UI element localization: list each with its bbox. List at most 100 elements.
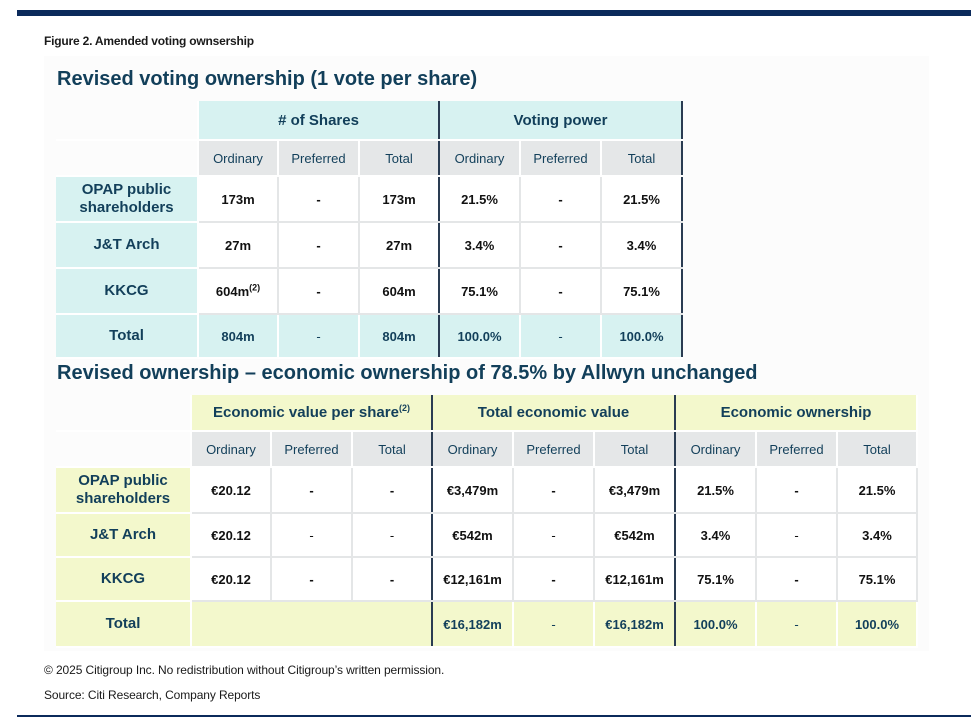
header-spacer [56, 101, 199, 141]
subheader-total: Total [601, 140, 683, 177]
economic-table-title: Revised ownership – economic ownership o… [57, 362, 758, 384]
table-cell: - [352, 557, 433, 602]
bottom-rule [17, 715, 971, 717]
table-cell: - [520, 268, 602, 315]
table-cell: 173m [198, 176, 279, 223]
total-row: Total 804m - 804m 100.0% - 100.0% [56, 314, 683, 359]
header-spacer [56, 395, 192, 432]
subheader-total: Total [359, 140, 440, 177]
table-cell: - [520, 222, 602, 269]
subheader-ordinary: Ordinary [198, 140, 279, 177]
table-cell: - [756, 557, 838, 602]
table-cell: 21.5% [675, 467, 757, 514]
table-cell: - [513, 557, 595, 602]
group-header-economic-ownership: Economic ownership [675, 395, 918, 432]
total-row: Total €16,182m - €16,182m 100.0% - 100.0… [56, 601, 918, 648]
total-cell: 804m [359, 314, 440, 359]
source-note: Source: Citi Research, Company Reports [44, 688, 261, 702]
row-label-total: Total [56, 314, 199, 359]
subheader-ordinary: Ordinary [432, 431, 514, 468]
table-cell: - [271, 513, 353, 558]
table-row: KKCG 604m(2) - 604m 75.1% - 75.1% [56, 268, 683, 315]
cell-value: 604m [215, 283, 250, 299]
subheader-preferred: Preferred [278, 140, 360, 177]
group-header-shares: # of Shares [198, 101, 440, 141]
total-cell: 804m [198, 314, 279, 359]
table-cell: €20.12 [191, 513, 272, 558]
table-cell: 75.1% [675, 557, 757, 602]
table-cell: 604m(2) [198, 268, 279, 315]
voting-table-title: Revised voting ownership (1 vote per sha… [57, 68, 478, 90]
total-cell: - [756, 601, 838, 648]
figure-caption: Figure 2. Amended voting ownsership [44, 34, 254, 48]
group-header-label: Economic value per share [213, 404, 399, 421]
table-cell: €542m [432, 513, 514, 558]
header-spacer [56, 431, 192, 468]
row-label-total: Total [56, 601, 192, 648]
total-cell: 100.0% [601, 314, 683, 359]
table-cell: €20.12 [191, 557, 272, 602]
group-header-voting-power: Voting power [439, 101, 683, 141]
subheader-preferred: Preferred [513, 431, 595, 468]
table-cell: €3,479m [432, 467, 514, 514]
total-cell: - [520, 314, 602, 359]
table-cell: 3.4% [837, 513, 918, 558]
row-label: KKCG [56, 268, 199, 315]
row-label: J&T Arch [56, 222, 199, 269]
table-cell: 3.4% [675, 513, 757, 558]
economic-ownership-table: Economic value per share(2) Total econom… [56, 395, 918, 648]
table-cell: - [520, 176, 602, 223]
subheader-ordinary: Ordinary [439, 140, 521, 177]
table-cell: 27m [198, 222, 279, 269]
table-row: OPAP public shareholders €20.12 - - €3,4… [56, 467, 918, 514]
table-cell: - [352, 467, 433, 514]
table-cell: - [278, 222, 360, 269]
table-cell: €12,161m [594, 557, 676, 602]
table-cell: 75.1% [601, 268, 683, 315]
total-cell: 100.0% [675, 601, 757, 648]
total-cell: - [278, 314, 360, 359]
table-row: J&T Arch 27m - 27m 3.4% - 3.4% [56, 222, 683, 269]
row-label: OPAP public shareholders [56, 467, 192, 514]
table-cell: - [756, 467, 838, 514]
total-cell: €16,182m [594, 601, 676, 648]
table-cell: - [352, 513, 433, 558]
table-cell: €12,161m [432, 557, 514, 602]
table-cell: 173m [359, 176, 440, 223]
table-cell: 27m [359, 222, 440, 269]
table-cell: 21.5% [601, 176, 683, 223]
table-cell: 21.5% [837, 467, 918, 514]
table-row: OPAP public shareholders 173m - 173m 21.… [56, 176, 683, 223]
total-cell: €16,182m [432, 601, 514, 648]
subheader-total: Total [837, 431, 918, 468]
table-cell: - [513, 467, 595, 514]
subheader-preferred: Preferred [756, 431, 838, 468]
voting-ownership-table: # of Shares Voting power Ordinary Prefer… [56, 101, 683, 359]
table-cell: 3.4% [601, 222, 683, 269]
table-cell: 21.5% [439, 176, 521, 223]
table-cell: €542m [594, 513, 676, 558]
total-cell: - [513, 601, 595, 648]
table-cell: - [271, 557, 353, 602]
table-cell: - [278, 268, 360, 315]
table-cell: - [271, 467, 353, 514]
total-cell: 100.0% [439, 314, 521, 359]
subheader-ordinary: Ordinary [191, 431, 272, 468]
copyright-note: © 2025 Citigroup Inc. No redistribution … [44, 663, 445, 677]
footnote-marker: (2) [398, 403, 410, 413]
table-row: KKCG €20.12 - - €12,161m - €12,161m 75.1… [56, 557, 918, 602]
top-rule [17, 10, 971, 16]
total-cell-empty [191, 601, 433, 648]
row-label: KKCG [56, 557, 192, 602]
row-label: J&T Arch [56, 513, 192, 558]
table-cell: - [756, 513, 838, 558]
footnote-marker: (2) [249, 282, 261, 293]
subheader-total: Total [352, 431, 433, 468]
table-row: J&T Arch €20.12 - - €542m - €542m 3.4% -… [56, 513, 918, 558]
header-spacer [56, 140, 199, 177]
table-cell: - [513, 513, 595, 558]
subheader-ordinary: Ordinary [675, 431, 757, 468]
group-header-total-economic-value: Total economic value [432, 395, 676, 432]
group-header-economic-value-per-share: Economic value per share(2) [191, 395, 433, 432]
row-label: OPAP public shareholders [56, 176, 199, 223]
